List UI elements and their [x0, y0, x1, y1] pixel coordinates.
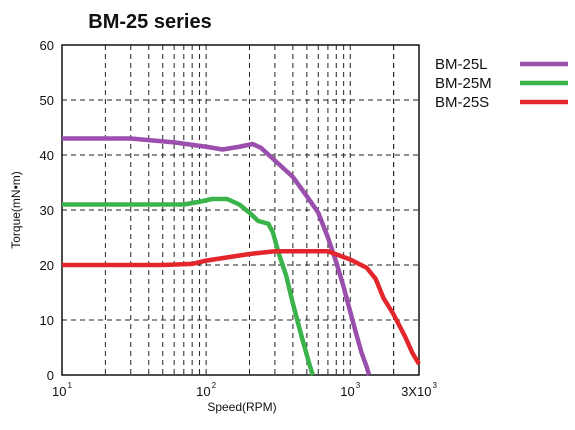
chart-title: BM-25 series — [88, 11, 211, 33]
x-tick-label: 10 1 — [52, 381, 72, 399]
x-tick-exponent: 3 — [432, 381, 437, 390]
y-tick-label: 30 — [40, 203, 54, 218]
legend-label: BM-25L — [435, 56, 488, 73]
series-line-bm-25l — [62, 136, 372, 376]
x-tick-label: 3X10 3 — [401, 381, 437, 399]
x-tick-label: 10 2 — [196, 381, 216, 399]
legend-label: BM-25M — [435, 75, 492, 92]
x-tick-exponent: 1 — [68, 381, 73, 390]
x-tick-exponent: 3 — [356, 381, 361, 390]
series-layer — [62, 136, 421, 376]
x-tick-base: 10 — [52, 384, 66, 399]
legend-item-bm-25m: BM-25M — [435, 75, 568, 92]
plot-frame — [61, 44, 420, 376]
y-tick-label: 40 — [40, 148, 54, 163]
y-tick-label: 60 — [40, 38, 54, 53]
series-line-bm-25s — [62, 249, 421, 366]
legend-item-bm-25l: BM-25L — [435, 56, 568, 73]
x-tick-base: 10 — [340, 384, 354, 399]
y-tick-label: 20 — [40, 258, 54, 273]
x-tick-base: 3X10 — [401, 384, 431, 399]
y-tick-label: 10 — [40, 313, 54, 328]
y-tick-label: 0 — [47, 368, 54, 383]
series-line-bm-25m — [62, 196, 315, 376]
x-axis-label: Speed(RPM) — [207, 400, 276, 414]
legend-label: BM-25S — [435, 94, 489, 111]
grid-lines — [62, 45, 419, 375]
y-axis-label: Torque(mN•m) — [9, 171, 23, 249]
x-tick-exponent: 2 — [212, 381, 217, 390]
y-tick-label: 50 — [40, 93, 54, 108]
legend-item-bm-25s: BM-25S — [435, 94, 568, 111]
legend: BM-25L BM-25M BM-25S — [435, 56, 568, 111]
x-tick-label: 10 3 — [340, 381, 360, 399]
y-tick-labels: 0 10 20 30 40 50 60 — [40, 38, 54, 383]
x-tick-base: 10 — [196, 384, 210, 399]
x-tick-labels: 10 1 10 2 10 3 3X10 3 — [52, 381, 437, 399]
